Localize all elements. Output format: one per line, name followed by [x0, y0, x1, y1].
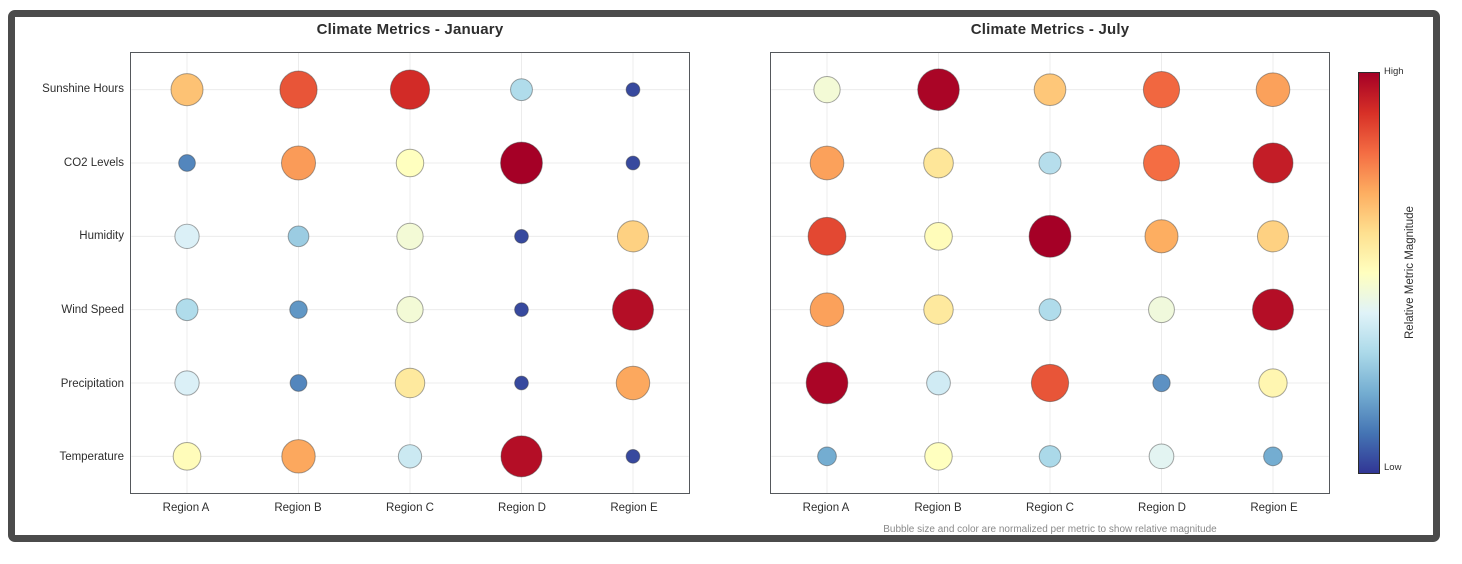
bubble-precipitation-region-b: [926, 370, 951, 396]
bubble-precipitation-region-a: [805, 361, 849, 405]
bubble-wind-speed-region-c: [1038, 298, 1062, 322]
bubble-sunshine-hours-region-a: [813, 76, 841, 104]
bubble-precipitation-region-a: [174, 370, 200, 396]
bubble-wind-speed-region-a: [809, 292, 845, 327]
bubble-sunshine-hours-region-d: [1142, 71, 1181, 109]
colorbar-gradient: [1358, 72, 1380, 474]
bubble-humidity-region-b: [924, 221, 953, 251]
y-tick-label-temperature: Temperature: [59, 451, 124, 464]
bubble-co2-levels-region-b: [923, 147, 954, 179]
bubble-co2-levels-region-c: [1038, 151, 1062, 175]
bubble-precipitation-region-e: [1258, 368, 1288, 398]
bubble-wind-speed-region-b: [923, 294, 954, 325]
x-tick-label-region-c: Region C: [1026, 502, 1074, 514]
bubble-wind-speed-region-b: [289, 300, 308, 319]
bubble-sunshine-hours-region-b: [917, 68, 960, 111]
bubble-co2-levels-region-c: [395, 148, 425, 178]
bubble-temperature-region-e: [1263, 446, 1283, 467]
bubble-precipitation-region-d: [514, 375, 529, 391]
bubble-temperature-region-c: [1038, 445, 1062, 468]
bubble-temperature-region-e: [625, 448, 641, 464]
bubble-wind-speed-region-d: [514, 302, 529, 318]
bubble-co2-levels-region-d: [1142, 144, 1181, 182]
bubble-temperature-region-a: [817, 446, 837, 467]
colorbar-axis-label: Relative Metric Magnitude: [1404, 206, 1416, 340]
bubble-precipitation-region-c: [1030, 363, 1070, 403]
figure-caption: Bubble size and color are normalized per…: [883, 524, 1217, 535]
bubble-sunshine-hours-region-b: [279, 70, 318, 109]
bubble-sunshine-hours-region-c: [1033, 73, 1067, 106]
bubble-co2-levels-region-a: [809, 145, 845, 181]
bubble-co2-levels-region-e: [625, 155, 641, 171]
bubble-co2-levels-region-b: [280, 145, 317, 181]
y-tick-label-sunshine-hours: Sunshine Hours: [42, 82, 124, 95]
y-tick-label-humidity: Humidity: [79, 230, 124, 243]
bubble-sunshine-hours-region-a: [170, 73, 204, 107]
july-chart-plot-area: [771, 53, 1329, 493]
bubble-wind-speed-region-a: [175, 298, 199, 322]
bubble-wind-speed-region-c: [396, 296, 424, 324]
x-tick-label-region-e: Region E: [1250, 502, 1298, 514]
bubble-precipitation-region-d: [1152, 373, 1171, 393]
bubble-temperature-region-d: [500, 435, 543, 478]
bubble-humidity-region-a: [807, 216, 847, 256]
bubble-precipitation-region-e: [615, 365, 651, 401]
bubble-humidity-region-d: [1144, 219, 1179, 254]
bubble-wind-speed-region-e: [1251, 288, 1294, 331]
bubble-humidity-region-a: [174, 223, 200, 249]
bubble-humidity-region-b: [287, 225, 310, 248]
bubble-temperature-region-b: [924, 442, 953, 471]
bubble-temperature-region-a: [172, 441, 202, 471]
x-tick-label-region-a: Region A: [162, 502, 210, 514]
bubble-sunshine-hours-region-e: [625, 82, 641, 98]
x-tick-label-region-d: Region D: [1138, 502, 1186, 514]
bubble-wind-speed-region-d: [1148, 296, 1175, 324]
january-chart-title: Climate Metrics - January: [316, 21, 504, 38]
january-chart-plot-area: [131, 53, 689, 493]
y-tick-label-co2-levels: CO2 Levels: [63, 156, 124, 169]
bubble-precipitation-region-c: [394, 367, 426, 399]
x-tick-label-region-e: Region E: [610, 502, 658, 514]
x-tick-label-region-b: Region B: [274, 502, 322, 514]
colorbar-high-label: High: [1384, 66, 1404, 77]
bubble-temperature-region-d: [1148, 443, 1175, 470]
bubble-sunshine-hours-region-c: [389, 69, 431, 110]
january-bubble-chart: [130, 52, 690, 494]
july-chart-title: Climate Metrics - July: [970, 21, 1130, 38]
bubble-temperature-region-b: [281, 439, 316, 474]
bubble-co2-levels-region-e: [1252, 142, 1294, 184]
x-tick-label-region-b: Region B: [914, 502, 962, 514]
colorbar-low-label: Low: [1384, 462, 1402, 473]
x-tick-label-region-d: Region D: [498, 502, 546, 514]
bubble-sunshine-hours-region-e: [1255, 72, 1291, 107]
bubble-co2-levels-region-d: [500, 141, 543, 185]
y-tick-label-wind-speed: Wind Speed: [61, 303, 124, 316]
bubble-sunshine-hours-region-d: [510, 78, 533, 102]
bubble-precipitation-region-b: [289, 374, 308, 392]
bubble-humidity-region-c: [396, 222, 424, 250]
bubble-humidity-region-e: [1256, 220, 1290, 253]
bubble-humidity-region-c: [1028, 214, 1072, 258]
july-bubble-chart: [770, 52, 1330, 494]
bubble-temperature-region-c: [397, 444, 423, 469]
bubble-wind-speed-region-e: [611, 288, 654, 331]
bubble-co2-levels-region-a: [178, 154, 196, 172]
x-tick-label-region-a: Region A: [802, 502, 850, 514]
bubble-humidity-region-d: [514, 228, 529, 244]
x-tick-label-region-c: Region C: [386, 502, 434, 514]
bubble-humidity-region-e: [616, 220, 650, 253]
y-tick-label-precipitation: Precipitation: [60, 377, 124, 390]
